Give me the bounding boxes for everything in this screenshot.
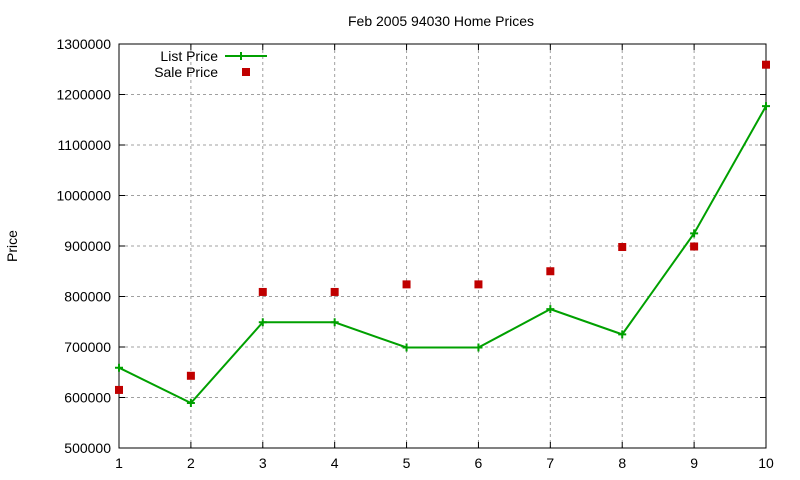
x-tick-label: 2 [187, 455, 195, 471]
plus-marker-icon [546, 305, 555, 314]
y-tick-label: 1100000 [58, 137, 112, 153]
series-sale-price [115, 60, 770, 394]
plus-marker-icon [762, 102, 770, 111]
square-marker-icon [115, 385, 123, 394]
x-tick-label: 7 [546, 455, 554, 471]
legend-label-sale-price: Sale Price [154, 64, 218, 80]
plus-marker-icon [258, 318, 267, 327]
square-marker-icon [258, 287, 267, 296]
x-tick-label: 1 [115, 455, 123, 471]
x-tick-label: 8 [618, 455, 626, 471]
square-marker-icon [242, 68, 250, 76]
y-tick-label: 500000 [64, 440, 111, 456]
plus-marker-icon [186, 399, 195, 408]
plus-marker-icon [474, 343, 483, 352]
chart-title: Feb 2005 94030 Home Prices [348, 13, 534, 29]
plus-marker-icon [690, 229, 699, 238]
legend: List Price Sale Price [154, 48, 267, 80]
plus-marker-icon [115, 363, 123, 372]
y-tick-label: 1200000 [56, 87, 111, 103]
plus-marker-icon [330, 318, 339, 327]
y-tick-label: 900000 [64, 238, 111, 254]
grid-lines [119, 44, 766, 448]
x-tick-label: 10 [758, 455, 774, 471]
x-tick-label: 5 [403, 455, 411, 471]
square-marker-icon [618, 243, 627, 252]
square-marker-icon [474, 280, 483, 289]
y-tick-label: 1000000 [56, 188, 111, 204]
y-axis-label: Price [4, 230, 20, 262]
data-series [115, 60, 770, 408]
series-line [118, 105, 767, 405]
x-axis-ticks: 1 2 3 4 5 6 7 8 9 10 [115, 44, 774, 471]
square-marker-icon [402, 280, 411, 289]
square-marker-icon [186, 371, 195, 380]
square-marker-icon [330, 287, 339, 296]
y-tick-label: 1300000 [56, 36, 111, 52]
x-tick-label: 4 [331, 455, 339, 471]
y-tick-label: 700000 [64, 339, 111, 355]
plus-marker-icon [618, 330, 627, 339]
y-axis-ticks: 500000 600000 700000 800000 900000 1000000 110… [56, 36, 766, 456]
plus-marker-icon [402, 343, 411, 352]
x-tick-label: 6 [475, 455, 483, 471]
x-tick-label: 3 [259, 455, 267, 471]
y-tick-label: 600000 [64, 390, 111, 406]
series-list-price [115, 102, 770, 408]
legend-label-list-price: List Price [160, 48, 218, 64]
x-tick-label: 9 [690, 455, 698, 471]
square-marker-icon [546, 267, 555, 276]
y-tick-label: 800000 [64, 289, 111, 305]
plus-marker-icon [237, 52, 245, 60]
square-marker-icon [762, 60, 770, 69]
square-marker-icon [690, 242, 699, 251]
